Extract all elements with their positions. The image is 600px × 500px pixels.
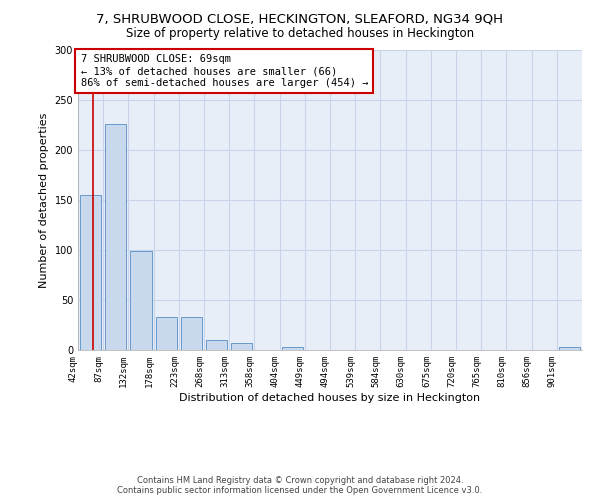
Bar [80, 195, 101, 350]
Text: Contains HM Land Registry data © Crown copyright and database right 2024.
Contai: Contains HM Land Registry data © Crown c… [118, 476, 482, 495]
Bar [156, 317, 177, 350]
Bar [231, 343, 252, 350]
Text: Size of property relative to detached houses in Heckington: Size of property relative to detached ho… [126, 28, 474, 40]
X-axis label: Distribution of detached houses by size in Heckington: Distribution of detached houses by size … [179, 392, 481, 402]
Bar [181, 317, 202, 350]
Bar [130, 251, 152, 350]
Bar [282, 347, 303, 350]
Bar [105, 124, 126, 350]
Bar [559, 347, 580, 350]
Bar [206, 340, 227, 350]
Text: 7 SHRUBWOOD CLOSE: 69sqm
← 13% of detached houses are smaller (66)
86% of semi-d: 7 SHRUBWOOD CLOSE: 69sqm ← 13% of detach… [80, 54, 368, 88]
Text: 7, SHRUBWOOD CLOSE, HECKINGTON, SLEAFORD, NG34 9QH: 7, SHRUBWOOD CLOSE, HECKINGTON, SLEAFORD… [97, 12, 503, 26]
Y-axis label: Number of detached properties: Number of detached properties [39, 112, 49, 288]
